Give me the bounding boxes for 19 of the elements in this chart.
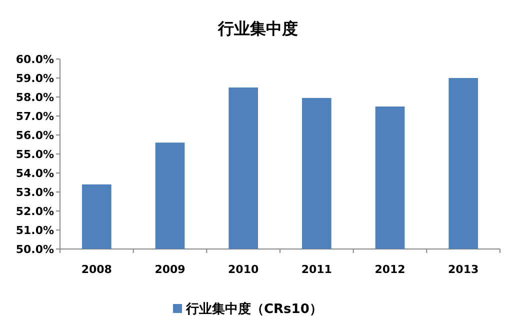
y-tick-label: 50.0% [16, 243, 54, 256]
legend-label: 行业集中度（CRs10） [185, 301, 322, 317]
y-tick-label: 53.0% [16, 186, 54, 199]
x-tick-label: 2011 [301, 263, 332, 276]
y-tick-label: 51.0% [16, 224, 54, 237]
x-tick-label: 2012 [374, 263, 406, 276]
x-tick-label: 2013 [448, 263, 479, 276]
y-tick-label: 58.0% [16, 91, 54, 104]
y-tick-label: 54.0% [16, 167, 54, 180]
x-tick-label: 2008 [81, 263, 112, 276]
y-tick-label: 59.0% [16, 72, 54, 85]
x-tick-label: 2010 [228, 263, 259, 276]
x-tick-label: 2009 [154, 263, 186, 276]
y-tick-label: 55.0% [16, 148, 54, 161]
y-tick-label: 56.0% [16, 129, 54, 142]
y-tick-label: 60.0% [16, 53, 54, 66]
chart-title: 行业集中度 [217, 19, 298, 38]
y-tick-label: 57.0% [16, 110, 54, 123]
y-tick-label: 52.0% [16, 205, 54, 218]
